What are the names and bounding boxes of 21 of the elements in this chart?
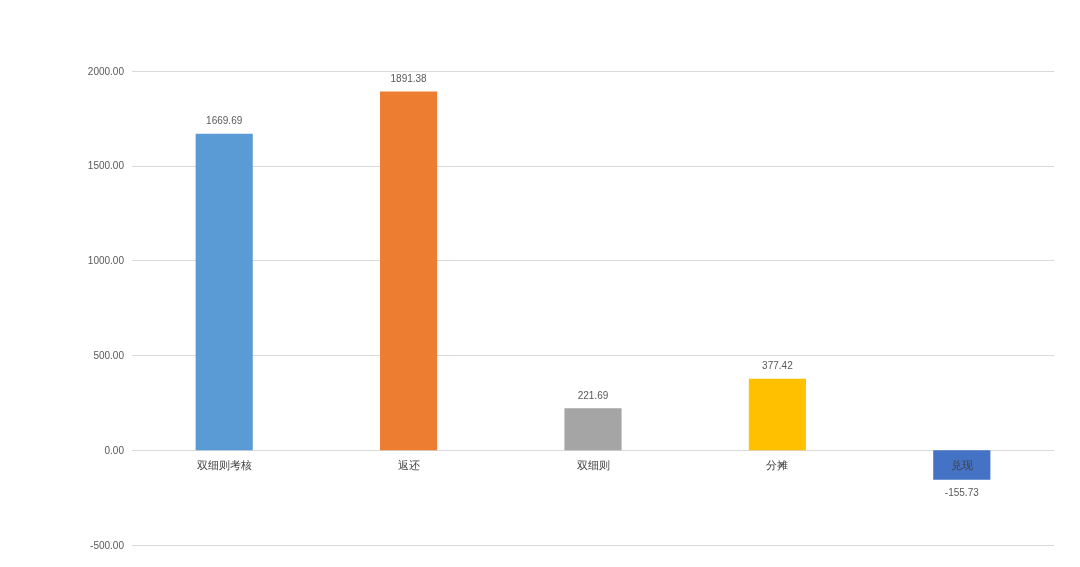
y-tick-label: -500.00: [90, 539, 125, 551]
bar: [748, 378, 806, 451]
data-label: 221.69: [577, 389, 609, 401]
y-tick-label: 500.00: [93, 349, 125, 361]
y-tick-label: 1000.00: [87, 255, 125, 267]
data-label: -155.73: [944, 487, 980, 499]
bar: [564, 408, 622, 451]
y-tick-label: 1500.00: [87, 160, 125, 172]
data-label: 1891.38: [390, 73, 428, 85]
data-label: 1669.69: [206, 115, 243, 127]
x-tick-label: 双细则考核: [196, 458, 252, 471]
y-tick-label: 2000.00: [87, 65, 125, 77]
bar: [933, 450, 991, 480]
y-tick-label: 0.00: [104, 444, 125, 456]
bar: [195, 133, 253, 451]
x-tick-label: 分摊: [766, 458, 789, 471]
x-tick-label: 双细则: [576, 458, 610, 471]
x-tick-label: 返还: [397, 458, 420, 471]
bar: [380, 91, 438, 451]
data-label: 377.42: [762, 360, 794, 372]
x-tick-label: 兑现: [950, 458, 973, 471]
